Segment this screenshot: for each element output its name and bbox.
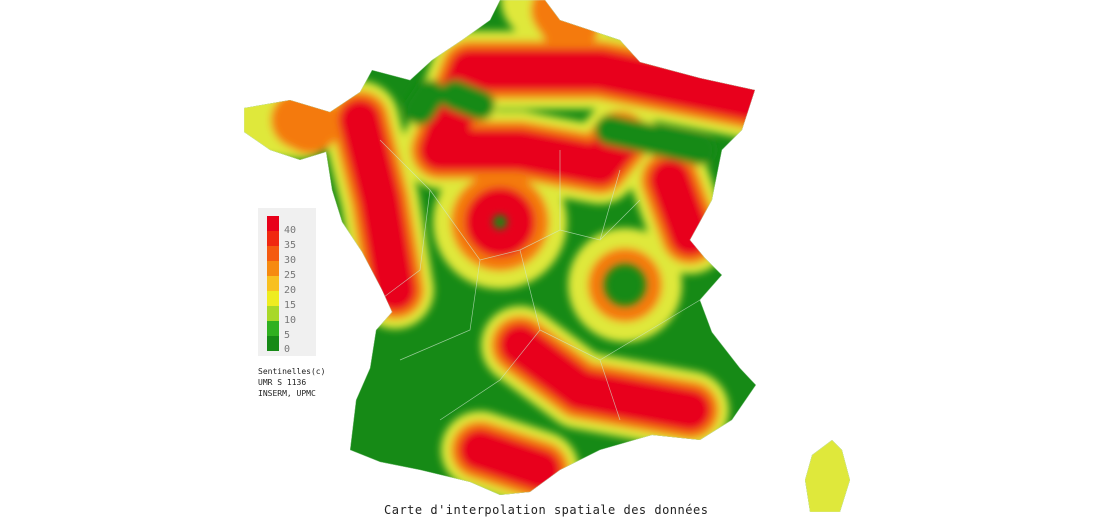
- legend-tick: 40: [284, 225, 297, 236]
- map-caption: Carte d'interpolation spatiale des donné…: [384, 503, 709, 517]
- legend-swatch: [267, 276, 279, 291]
- legend-tick: 25: [284, 270, 297, 281]
- legend-tick: 20: [284, 285, 297, 296]
- legend-swatch: [267, 261, 279, 276]
- credit-line: Sentinelles(c): [258, 367, 326, 376]
- legend-tick: 30: [284, 255, 297, 266]
- legend-tick: 5: [284, 330, 291, 341]
- legend-swatch: [267, 321, 279, 336]
- legend-swatch: [267, 216, 279, 231]
- legend-swatch: [267, 231, 279, 246]
- source-credit: Sentinelles(c) UMR S 1136 INSERM, UPMC: [258, 366, 325, 399]
- legend-swatch: [267, 336, 279, 351]
- legend-swatch: [267, 291, 279, 306]
- region-borders: [379, 139, 701, 421]
- legend-tick: 0: [284, 344, 291, 355]
- credit-line: INSERM, UPMC: [258, 389, 316, 398]
- legend-tick: 15: [284, 300, 297, 311]
- legend-swatch: [267, 246, 279, 261]
- credit-line: UMR S 1136: [258, 378, 307, 387]
- cool-zones: [405, 80, 715, 165]
- legend-tick: 10: [284, 315, 297, 326]
- legend-swatch: [267, 306, 279, 321]
- color-scale-legend: 40 35 30 25 20 15 10 5 0: [258, 208, 316, 356]
- legend-tick: 35: [284, 240, 297, 251]
